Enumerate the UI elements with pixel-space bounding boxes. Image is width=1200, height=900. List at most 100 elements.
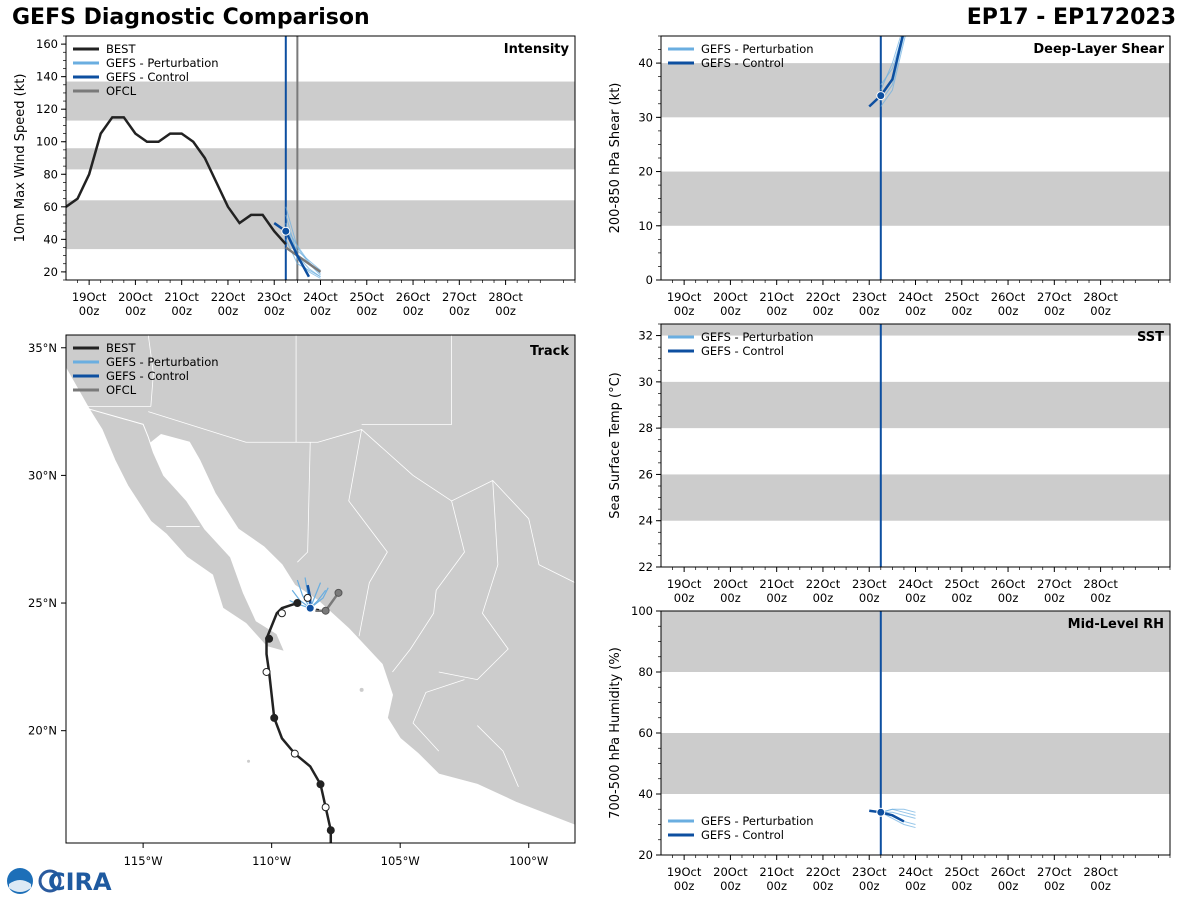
legend-label: GEFS - Perturbation (106, 56, 219, 70)
perturbation-track (309, 582, 322, 609)
x-tick-label: 00z (720, 879, 741, 893)
x-tick-label: 00z (766, 304, 787, 318)
page-title: GEFS Diagnostic Comparison (12, 5, 370, 30)
x-tick-label: 27Oct (1037, 577, 1072, 591)
x-tick-label: 24Oct (303, 290, 338, 304)
best-track-point (293, 599, 302, 608)
state-border (348, 429, 388, 637)
init-marker (281, 226, 291, 236)
y-tick-label: 10 (638, 219, 653, 233)
y-tick-label: 100 (36, 135, 58, 149)
x-tick-label: 28Oct (488, 290, 523, 304)
y-tick-label: 30 (638, 375, 653, 389)
perturbation-track (309, 587, 329, 609)
x-tick-label: 00z (1090, 879, 1111, 893)
plot-area (868, 36, 906, 280)
y-tick-label: 40 (638, 787, 653, 801)
category-band (66, 200, 575, 250)
category-band (661, 63, 1170, 118)
x-tick-label: 23Oct (852, 290, 887, 304)
y-tick-label: 24 (638, 514, 653, 528)
y-tick-label: 140 (36, 70, 58, 84)
panel-track: 115°W 110°W 105°W 100°W 20°N 25°N 30°N 35°N Trac… (28, 334, 576, 868)
series-line-gefs-control (273, 222, 311, 278)
x-tick-label: 28Oct (1083, 290, 1118, 304)
legend-label: OFCL (106, 383, 137, 397)
x-tick-label: 22Oct (806, 865, 841, 879)
x-tick-label: 25Oct (945, 290, 980, 304)
panel-shear: 01020304019Oct00z20Oct00z21Oct00z22Oct00… (608, 35, 1171, 318)
x-tick-label: 00z (720, 591, 741, 605)
x-tick-label: 25Oct (945, 865, 980, 879)
x-tick-label: 00z (766, 591, 787, 605)
y-tick-label: 32 (638, 329, 653, 343)
y-axis-label: 700-500 hPa Humidity (%) (608, 647, 623, 819)
panel-title: Mid-Level RH (1068, 617, 1164, 632)
x-tick-label: 00z (495, 304, 516, 318)
island (247, 759, 251, 763)
x-tick-label: 00z (859, 879, 880, 893)
category-band (66, 81, 575, 121)
x-tick-label: 24Oct (898, 865, 933, 879)
x-tick-label: 00z (1090, 304, 1111, 318)
x-tick-label: 26Oct (991, 290, 1026, 304)
x-tick-label: 00z (951, 304, 972, 318)
x-tick-label: 24Oct (898, 577, 933, 591)
y-tick-label: 20 (638, 165, 653, 179)
cira-logo: CIRA (6, 866, 116, 900)
state-border (412, 679, 465, 752)
legend-label: GEFS - Control (106, 70, 189, 84)
legend-label: OFCL (106, 84, 137, 98)
plot-area (869, 611, 916, 855)
legend-label: GEFS - Perturbation (106, 355, 219, 369)
state-border (148, 411, 530, 520)
panel-title: Intensity (504, 42, 570, 57)
state-border (147, 335, 154, 407)
axes-frame (660, 323, 1171, 568)
series-line-gefs-control (869, 809, 905, 823)
x-tick-label: 00z (1044, 591, 1065, 605)
best-track-point (270, 713, 279, 722)
x-tick-label: 21Oct (759, 290, 794, 304)
x-tick-label: 00z (813, 879, 834, 893)
cira-logo-text: CIRA (48, 868, 112, 896)
land-mainland (66, 335, 575, 826)
x-tick-label: 25Oct (945, 577, 980, 591)
cira-globe-icon (38, 869, 62, 893)
x-tick-label: 00z (905, 591, 926, 605)
legend-label: GEFS - Perturbation (701, 330, 814, 344)
x-tick-label: 19Oct (72, 290, 107, 304)
x-tick-label: 19Oct (667, 577, 702, 591)
x-tick-label: 105°W (381, 854, 420, 868)
legend-label: BEST (106, 42, 136, 56)
panel-title: SST (1137, 330, 1164, 345)
x-tick-label: 00z (905, 879, 926, 893)
storm-id: EP17 - EP172023 (966, 5, 1176, 30)
x-tick-label: 26Oct (991, 577, 1026, 591)
x-tick-label: 23Oct (852, 577, 887, 591)
y-tick-label: 28 (638, 421, 653, 435)
x-tick-label: 27Oct (1037, 290, 1072, 304)
x-tick-label: 00z (813, 591, 834, 605)
y-tick-label: 100 (631, 604, 653, 618)
x-tick-label: 20Oct (118, 290, 153, 304)
x-tick-label: 00z (813, 304, 834, 318)
state-border (392, 500, 465, 673)
panel-title: Deep-Layer Shear (1033, 42, 1164, 57)
legend-label: GEFS - Control (701, 344, 784, 358)
y-tick-label: 22 (638, 560, 653, 574)
x-tick-label: 00z (674, 591, 695, 605)
ofcl-track-point (334, 588, 343, 597)
x-tick-label: 00z (403, 304, 424, 318)
x-tick-label: 00z (859, 591, 880, 605)
x-tick-label: 22Oct (211, 290, 246, 304)
x-tick-label: 115°W (124, 854, 163, 868)
x-tick-label: 28Oct (1083, 865, 1118, 879)
y-tick-label: 160 (36, 37, 58, 51)
series-line-gefs-perturbation (880, 811, 916, 819)
x-tick-label: 27Oct (1037, 865, 1072, 879)
x-tick-label: 00z (905, 304, 926, 318)
panel-sst: 22242628303219Oct00z20Oct00z21Oct00z22Oc… (608, 323, 1171, 605)
x-tick-label: 00z (1090, 591, 1111, 605)
x-tick-label: 100°W (509, 854, 548, 868)
